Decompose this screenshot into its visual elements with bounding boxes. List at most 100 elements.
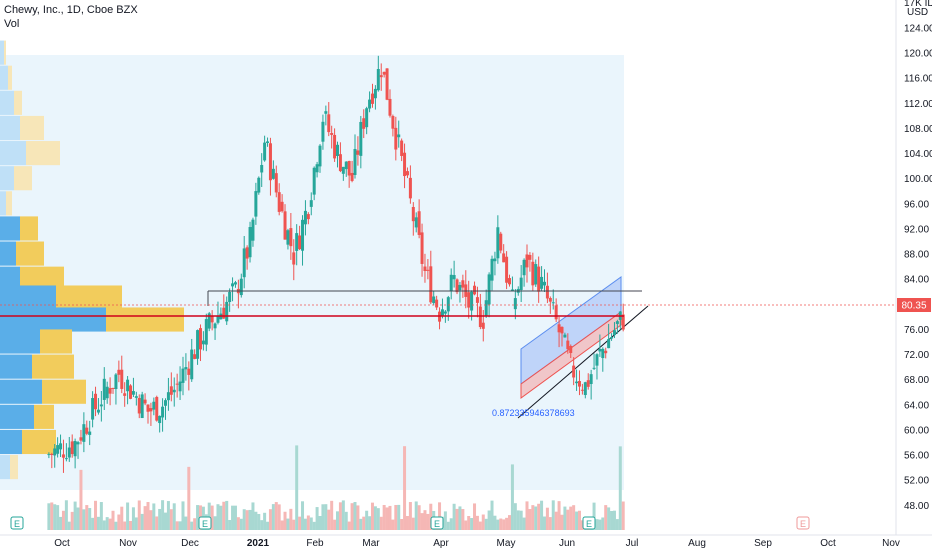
volume-bar <box>158 508 162 530</box>
candle-body <box>452 275 456 280</box>
profile-up-bar <box>0 90 14 115</box>
candle-body <box>321 121 325 142</box>
candle-body <box>537 266 541 292</box>
earnings-marker[interactable]: E <box>10 516 24 530</box>
volume-bar <box>388 505 392 530</box>
time-tick-label: Dec <box>181 538 199 549</box>
candle-body <box>435 299 439 308</box>
candle-body <box>592 367 596 369</box>
volume-bar <box>321 504 325 530</box>
profile-up-bar <box>0 307 106 332</box>
candle-body <box>525 254 529 268</box>
candle-body <box>534 264 538 285</box>
volume-bar <box>295 445 299 530</box>
profile-up-bar <box>0 354 32 379</box>
volume-bar <box>254 511 258 530</box>
candle-body <box>94 393 98 410</box>
volume-bar <box>277 504 281 530</box>
volume-bar <box>303 518 307 530</box>
candle-body <box>163 400 167 406</box>
volume-bar <box>271 504 275 530</box>
price-tick-label: 120.00 <box>904 49 932 60</box>
volume-bar <box>347 521 351 530</box>
candle-body <box>76 442 80 445</box>
currency-label[interactable]: USD <box>907 7 928 18</box>
volume-label[interactable]: Vol <box>4 18 20 30</box>
candle-body <box>196 330 200 359</box>
volume-bar <box>207 502 211 530</box>
volume-bar <box>417 505 421 530</box>
price-tick-label: 64.00 <box>904 400 929 411</box>
volume-bar <box>88 508 92 530</box>
candle-body <box>61 454 65 458</box>
candle-body <box>432 296 436 304</box>
volume-bar <box>502 519 506 530</box>
candle-body <box>190 349 194 380</box>
candle-body <box>394 127 398 150</box>
price-tick-label: 92.00 <box>904 224 929 235</box>
candle-body <box>508 278 512 285</box>
candle-body <box>350 172 354 181</box>
volume-bar <box>82 509 86 530</box>
volume-bar <box>423 510 427 530</box>
candle-body <box>449 274 453 292</box>
volume-bar <box>341 500 345 530</box>
earnings-marker-label: E <box>14 519 20 529</box>
price-tick-label: 68.00 <box>904 375 929 386</box>
candle-body <box>385 68 389 100</box>
profile-up-bar <box>0 191 6 216</box>
volume-bar <box>403 446 407 530</box>
time-axis[interactable]: Oct Nov Dec 2021 Feb Mar Apr May Jun Jul Aug Sep Oct… <box>0 534 932 549</box>
candle-body <box>338 154 342 172</box>
symbol-title[interactable]: Chewy, Inc., 1D, Cboe BZX <box>4 4 138 16</box>
candle-body <box>397 134 401 138</box>
fib-annotation: 0.872335946378693 <box>492 408 575 418</box>
volume-bar <box>537 503 541 530</box>
volume-bar <box>391 519 395 530</box>
volume-bar <box>181 501 185 530</box>
earnings-marker-box <box>198 516 212 530</box>
profile-down-bar <box>4 40 6 65</box>
candle-body <box>368 99 372 109</box>
candle-body <box>175 383 179 385</box>
volume-bar <box>85 505 89 530</box>
volume-bar <box>149 510 153 530</box>
horizontal-levels[interactable] <box>0 290 642 317</box>
candle-body <box>417 211 421 235</box>
candle-body <box>161 406 165 418</box>
earnings-marker[interactable]: E <box>582 516 596 530</box>
legend: Chewy, Inc., 1D, Cboe BZX Vol <box>4 3 138 31</box>
earnings-marker[interactable]: E <box>198 516 212 530</box>
volume-bar <box>505 517 509 530</box>
volume-bar <box>400 519 404 530</box>
candle-body <box>458 284 462 291</box>
earnings-marker[interactable]: E <box>430 516 444 530</box>
candle-body <box>201 340 205 345</box>
volume-bar <box>493 515 497 530</box>
volume-bar <box>426 513 430 530</box>
price-tick-label: 88.00 <box>904 250 929 261</box>
candle-body <box>373 88 377 99</box>
volume-bar <box>161 500 165 530</box>
volume-bar <box>129 520 133 530</box>
volume-bar <box>508 515 512 530</box>
volume-bar <box>438 502 442 530</box>
volume-bar <box>283 511 287 530</box>
volume-bar <box>330 500 334 530</box>
earnings-marker-box <box>796 516 810 530</box>
volume-bar <box>618 446 622 530</box>
volume-bar <box>301 501 305 530</box>
price-tick-label: 108.00 <box>904 124 932 135</box>
price-axis[interactable]: 124.00 120.00 116.00 112.00 108.00 104.00 100.… <box>895 0 932 535</box>
candle-body <box>126 379 130 392</box>
profile-up-bar <box>0 285 56 310</box>
candle-body <box>411 206 415 222</box>
volume-bar <box>228 519 232 530</box>
candle-body <box>426 269 430 271</box>
candle-body <box>563 334 567 338</box>
candle-body <box>391 116 395 129</box>
earnings-marker[interactable]: E <box>796 516 810 530</box>
volume-bar <box>108 518 112 530</box>
